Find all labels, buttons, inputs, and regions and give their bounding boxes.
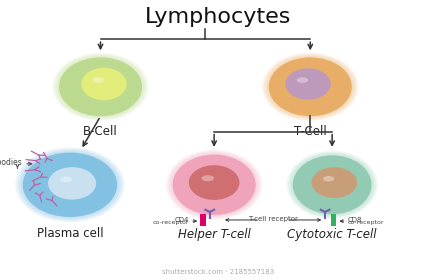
Ellipse shape (267, 56, 354, 117)
Ellipse shape (17, 149, 123, 221)
Text: Antibodies: Antibodies (0, 158, 23, 167)
Ellipse shape (290, 153, 375, 216)
Ellipse shape (60, 176, 72, 182)
Ellipse shape (312, 167, 357, 198)
Ellipse shape (264, 54, 357, 120)
Ellipse shape (55, 55, 146, 118)
FancyBboxPatch shape (331, 214, 336, 226)
Text: CD8: CD8 (347, 217, 362, 223)
Ellipse shape (81, 68, 127, 100)
Ellipse shape (93, 77, 104, 83)
Text: CD4: CD4 (174, 217, 189, 223)
Ellipse shape (54, 54, 147, 120)
Text: T-cell receptor: T-cell receptor (248, 216, 298, 222)
Ellipse shape (169, 152, 259, 218)
Ellipse shape (171, 153, 257, 216)
Ellipse shape (269, 57, 352, 116)
Ellipse shape (59, 57, 142, 116)
Text: co-receptor: co-receptor (152, 220, 189, 225)
Ellipse shape (19, 150, 121, 220)
Ellipse shape (291, 154, 373, 215)
Ellipse shape (287, 151, 378, 219)
Ellipse shape (48, 167, 96, 200)
Ellipse shape (293, 155, 371, 214)
Text: shutterstock.com · 2185557183: shutterstock.com · 2185557183 (163, 269, 274, 275)
Ellipse shape (52, 53, 149, 121)
Text: T-Cell: T-Cell (294, 125, 326, 137)
Ellipse shape (173, 155, 256, 215)
Text: Lymphocytes: Lymphocytes (146, 7, 291, 27)
Ellipse shape (297, 77, 308, 83)
Ellipse shape (189, 165, 239, 200)
Ellipse shape (265, 55, 355, 118)
Text: Plasma cell: Plasma cell (37, 227, 103, 240)
Ellipse shape (201, 175, 214, 181)
Ellipse shape (168, 151, 260, 219)
Ellipse shape (323, 176, 334, 181)
FancyBboxPatch shape (200, 214, 206, 226)
Ellipse shape (21, 151, 119, 218)
Ellipse shape (166, 150, 262, 220)
Text: co-receptor: co-receptor (347, 220, 384, 225)
Ellipse shape (15, 148, 125, 222)
Ellipse shape (57, 56, 144, 117)
Ellipse shape (285, 68, 331, 100)
Ellipse shape (23, 153, 117, 217)
Text: Cytotoxic T-cell: Cytotoxic T-cell (288, 228, 377, 241)
Ellipse shape (288, 152, 376, 218)
Text: B-Cell: B-Cell (83, 125, 118, 137)
Ellipse shape (262, 53, 358, 121)
Text: Helper T-cell: Helper T-cell (178, 228, 250, 241)
